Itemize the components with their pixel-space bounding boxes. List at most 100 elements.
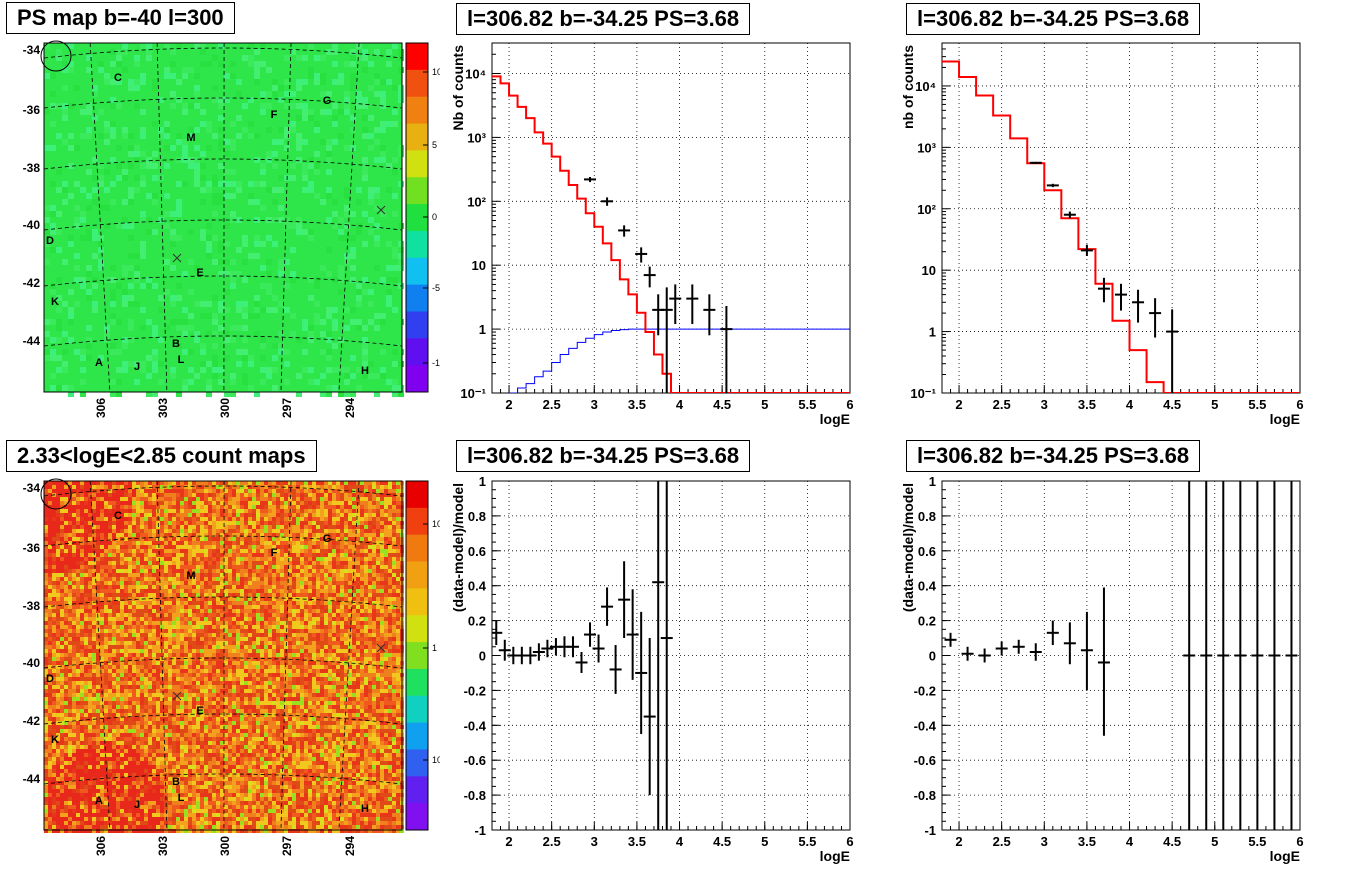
map-pixel [256,485,260,489]
source-label: C [114,72,122,84]
map-pixel [268,497,272,501]
map-pixel [268,581,272,585]
map-pixel [240,505,244,509]
map-pixel [236,581,240,585]
map-pixel [56,525,60,529]
map-pixel [236,597,240,601]
map-pixel [224,553,228,557]
map-pixel [256,481,260,485]
map-pixel [98,61,104,67]
map-pixel [48,561,52,565]
map-pixel [316,517,320,521]
map-pixel [92,157,98,163]
map-pixel [80,529,84,533]
map-pixel [72,597,76,601]
map-pixel [356,601,360,605]
map-pixel [86,337,92,343]
map-pixel [140,545,144,549]
map-pixel [256,629,260,633]
map-pixel [278,175,284,181]
map-pixel [212,521,216,525]
map-pixel [204,605,208,609]
ps-map-title: PS map b=-40 l=300 [6,2,235,34]
map-pixel [44,319,50,325]
map-pixel [196,485,200,489]
map-pixel [386,187,392,193]
map-pixel [116,569,120,573]
map-pixel [242,337,248,343]
map-pixel [344,497,348,501]
map-pixel [232,549,236,553]
map-pixel [144,637,148,641]
map-pixel [384,589,388,593]
map-pixel [196,529,200,533]
map-pixel [116,609,120,613]
map-pixel [140,553,144,557]
map-pixel [268,609,272,613]
map-pixel [218,133,224,139]
map-pixel [160,497,164,501]
map-pixel [380,97,386,103]
map-pixel [320,509,324,513]
map-pixel [344,145,350,151]
map-pixel [304,629,308,633]
map-pixel [184,489,188,493]
map-pixel [360,613,364,617]
map-pixel [300,521,304,525]
map-pixel [212,489,216,493]
map-pixel [236,593,240,597]
map-pixel [216,553,220,557]
map-pixel [368,625,372,629]
map-pixel [144,625,148,629]
map-pixel [194,163,200,169]
map-pixel [68,355,74,361]
map-pixel [320,501,324,505]
map-pixel [44,521,48,525]
map-pixel [360,549,364,553]
map-pixel [242,301,248,307]
map-pixel [252,625,256,629]
map-pixel [110,199,116,205]
map-pixel [212,367,218,373]
map-pixel [88,545,92,549]
map-pixel [380,349,386,355]
map-pixel [128,569,132,573]
map-pixel [92,541,96,545]
map-pixel [84,553,88,557]
map-pixel [56,513,60,517]
map-pixel [140,521,144,525]
map-pixel [188,485,192,489]
map-pixel [44,73,50,79]
map-pixel [252,621,256,625]
map-pixel [374,391,380,397]
map-pixel [80,577,84,581]
map-pixel [204,565,208,569]
map-pixel [44,589,48,593]
map-pixel [336,545,340,549]
map-pixel [208,517,212,521]
map-pixel [228,625,232,629]
map-pixel [192,525,196,529]
map-pixel [260,501,264,505]
map-pixel [356,513,360,517]
map-pixel [296,633,300,637]
map-pixel [98,67,104,73]
map-pixel [368,621,372,625]
map-pixel [266,49,272,55]
map-pixel [60,609,64,613]
map-pixel [376,589,380,593]
map-pixel [236,633,240,637]
map-pixel [364,589,368,593]
map-pixel [352,553,356,557]
map-pixel [372,601,376,605]
map-pixel [74,205,80,211]
map-pixel [302,361,308,367]
map-pixel [100,549,104,553]
map-pixel [288,561,292,565]
map-pixel [376,593,380,597]
map-pixel [276,561,280,565]
map-pixel [256,565,260,569]
map-pixel [110,391,116,397]
map-pixel [200,175,206,181]
map-pixel [204,621,208,625]
